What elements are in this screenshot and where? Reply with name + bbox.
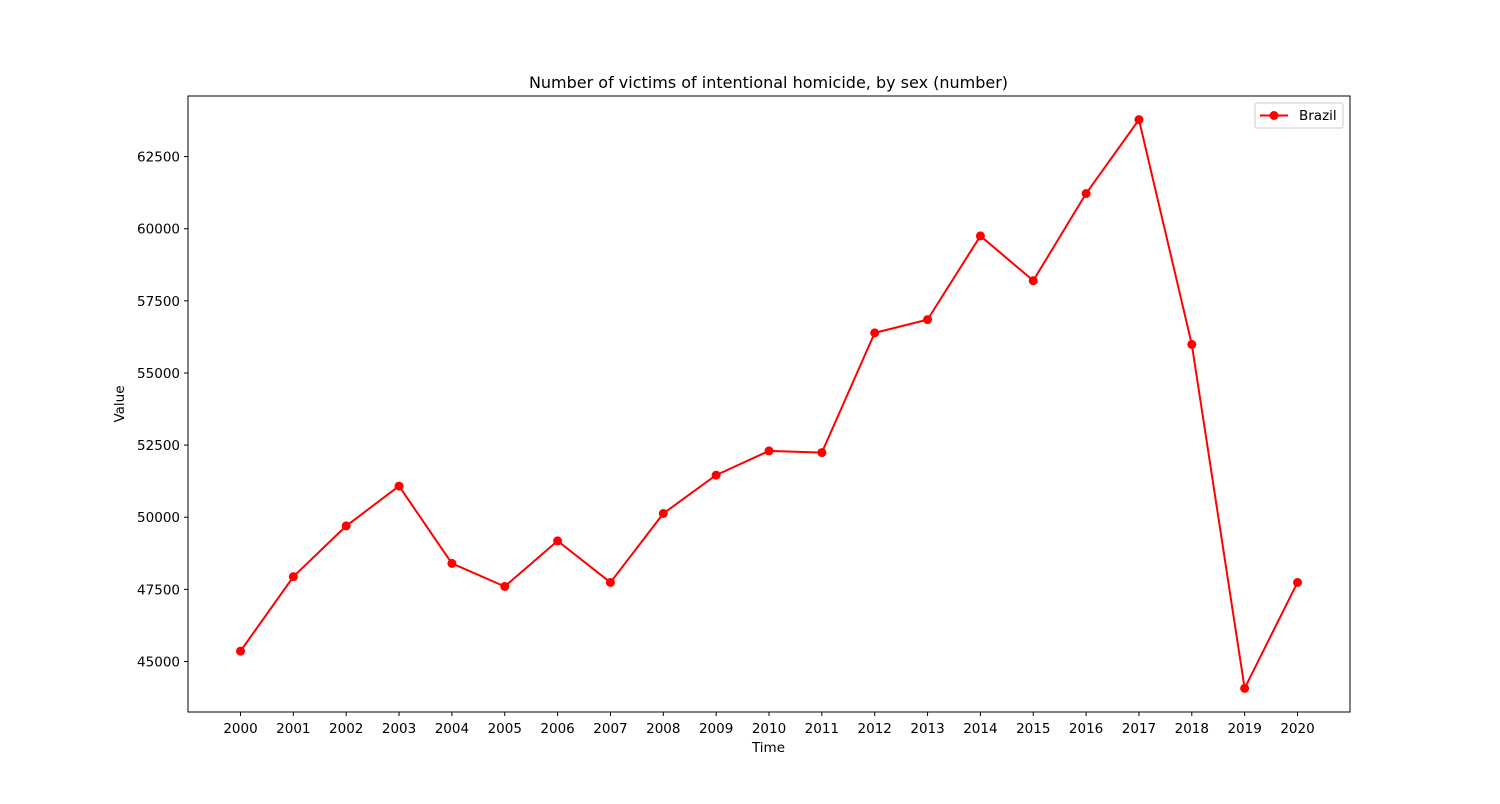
x-tick-label-2011: 2011 xyxy=(805,721,839,737)
data-point-brazil-2015 xyxy=(1028,276,1038,286)
y-tick-label-62500: 62500 xyxy=(137,150,180,166)
data-point-brazil-2019 xyxy=(1240,683,1250,693)
data-point-brazil-2005 xyxy=(500,581,510,591)
data-point-brazil-2004 xyxy=(447,558,457,568)
y-tick-label-47500: 47500 xyxy=(137,582,180,598)
x-tick-label-2020: 2020 xyxy=(1280,721,1314,737)
x-tick-label-2001: 2001 xyxy=(276,721,310,737)
data-point-brazil-2001 xyxy=(288,572,298,582)
x-axis-label: Time xyxy=(751,740,785,756)
x-tick-label-2012: 2012 xyxy=(858,721,892,737)
y-tick-label-60000: 60000 xyxy=(137,222,180,238)
x-tick-label-2015: 2015 xyxy=(1016,721,1050,737)
x-tick-label-2007: 2007 xyxy=(593,721,627,737)
x-tick-label-2017: 2017 xyxy=(1122,721,1156,737)
x-tick-label-2018: 2018 xyxy=(1175,721,1209,737)
plot-area: 2000 2001 2002 2003 2004 2005 2006 2007 2008 2009… xyxy=(137,115,1315,737)
data-point-brazil-2020 xyxy=(1293,577,1302,587)
plot-frame xyxy=(187,95,1351,713)
x-tick-label-2006: 2006 xyxy=(540,721,574,737)
chart-title: Number of victims of intentional homicid… xyxy=(529,73,1008,92)
data-point-brazil-2000 xyxy=(236,646,245,656)
legend-box xyxy=(1254,102,1344,129)
x-tick-label-2008: 2008 xyxy=(646,721,680,737)
data-point-brazil-2012 xyxy=(870,328,880,338)
x-tick-label-2014: 2014 xyxy=(963,721,997,737)
x-tick-label-2019: 2019 xyxy=(1227,721,1261,737)
x-tick-label-2004: 2004 xyxy=(435,721,469,737)
data-point-brazil-2006 xyxy=(553,536,563,546)
data-point-brazil-2009 xyxy=(711,470,721,480)
data-point-brazil-2016 xyxy=(1081,189,1091,199)
y-tick-label-55000: 55000 xyxy=(137,366,180,382)
x-tick-label-2013: 2013 xyxy=(910,721,944,737)
data-point-brazil-2014 xyxy=(975,231,985,241)
x-tick-label-2009: 2009 xyxy=(699,721,733,737)
legend: Brazil xyxy=(1254,102,1344,129)
y-tick-label-57500: 57500 xyxy=(137,294,180,310)
data-point-brazil-2018 xyxy=(1187,339,1197,349)
x-tick-label-2005: 2005 xyxy=(488,721,522,737)
legend-label-brazil: Brazil xyxy=(1299,108,1337,124)
y-tick-label-52500: 52500 xyxy=(137,438,180,454)
data-point-brazil-2002 xyxy=(341,521,351,531)
y-axis-label: Value xyxy=(112,385,128,422)
data-point-brazil-2008 xyxy=(658,508,668,518)
data-point-brazil-2017 xyxy=(1134,115,1144,125)
x-tick-label-2003: 2003 xyxy=(382,721,416,737)
x-tick-label-2010: 2010 xyxy=(752,721,786,737)
x-tick-label-2016: 2016 xyxy=(1069,721,1103,737)
data-point-brazil-2010 xyxy=(764,446,774,456)
series-line-brazil xyxy=(239,118,1299,690)
legend-marker-swatch xyxy=(1269,111,1279,120)
y-tick-label-50000: 50000 xyxy=(137,510,180,526)
x-tick-label-2000: 2000 xyxy=(223,721,257,737)
data-point-brazil-2003 xyxy=(394,481,404,491)
x-tick-label-2002: 2002 xyxy=(329,721,363,737)
data-point-brazil-2007 xyxy=(605,577,615,587)
y-tick-label-45000: 45000 xyxy=(137,655,180,671)
data-point-brazil-2011 xyxy=(817,448,827,458)
data-point-brazil-2013 xyxy=(923,315,933,325)
